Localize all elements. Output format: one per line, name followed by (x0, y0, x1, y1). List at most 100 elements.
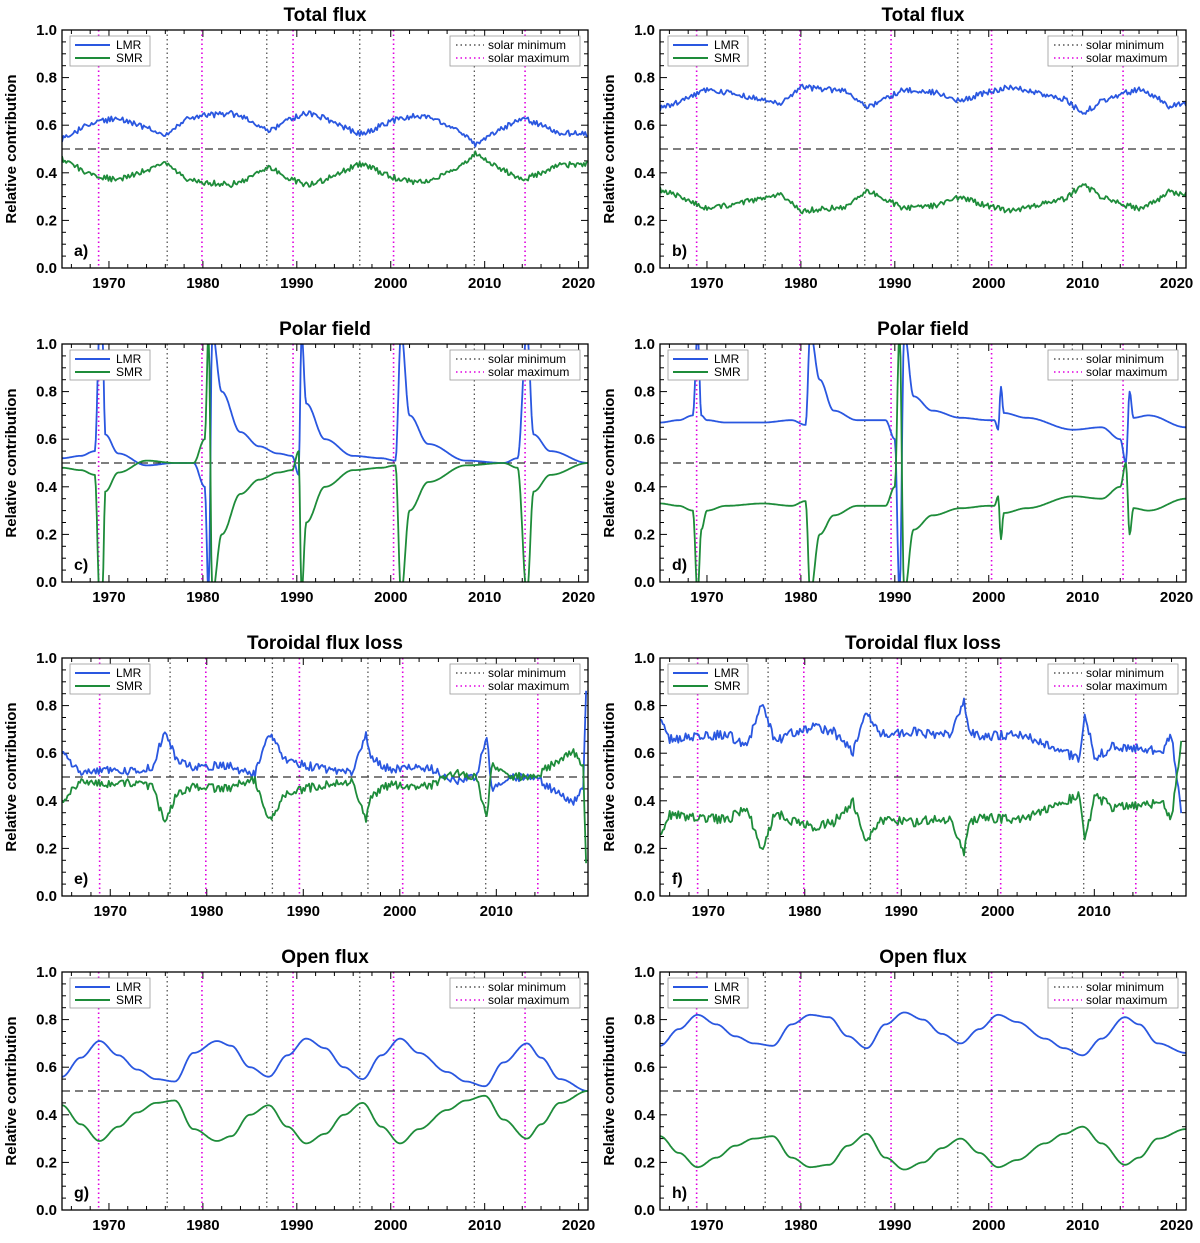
series-line-lmr (660, 344, 1186, 582)
x-tick-label: 2000 (972, 1217, 1005, 1234)
plot-area (660, 344, 1186, 582)
plot-frame (659, 971, 1187, 1211)
x-tick-label: 1990 (287, 903, 320, 920)
x-tick-label: 2000 (972, 275, 1005, 292)
y-tick-label: 0.6 (634, 431, 655, 448)
x-tick-label: 2010 (1066, 589, 1099, 606)
legend-label: SMR (714, 51, 741, 65)
y-tick-label: 0.8 (36, 384, 57, 401)
x-tick-label: 1990 (878, 275, 911, 292)
y-tick-label: 1.0 (634, 336, 655, 353)
legend-label: LMR (714, 666, 740, 680)
x-tick-label: 1990 (280, 589, 313, 606)
chart-title: Polar field (877, 319, 969, 340)
plot-frame (61, 657, 589, 897)
y-tick-label: 0.0 (36, 574, 57, 591)
legend-box (69, 349, 151, 381)
y-tick-label: 0.8 (634, 384, 655, 401)
y-tick-label: 0.8 (634, 1012, 655, 1029)
chart-title: Polar field (279, 319, 371, 340)
y-tick-label: 0.6 (634, 117, 655, 134)
y-axis-label: Relative contribution (3, 74, 20, 223)
legend-box (69, 35, 151, 67)
panel-label: f) (672, 871, 683, 888)
panel-h: Open flux Relative contribution 0.0 0.2 0.4 0… (601, 947, 1193, 1234)
series-line-smr (660, 183, 1186, 215)
plot-frame (61, 343, 589, 583)
y-tick-label: 0.6 (634, 745, 655, 762)
legend-box (667, 977, 749, 1009)
panel-label: c) (74, 557, 88, 574)
series-line-smr (660, 1125, 1186, 1171)
x-tick-label: 2000 (374, 589, 407, 606)
series-line-smr (62, 1090, 588, 1145)
panel-b: Total flux Relative contribution 0.0 0.2 0.4… (601, 5, 1193, 292)
legend-box (1047, 663, 1179, 695)
x-tick-label: 2000 (383, 903, 416, 920)
legend-box (1047, 35, 1179, 67)
y-tick-label: 0.8 (36, 698, 57, 715)
y-tick-label: 0.0 (634, 888, 655, 905)
y-tick-label: 1.0 (634, 22, 655, 39)
y-axis-label: Relative contribution (601, 702, 618, 851)
x-tick-label: 1990 (878, 1217, 911, 1234)
x-tick-label: 1990 (878, 589, 911, 606)
plot-frame (659, 343, 1187, 583)
legend-box (69, 977, 151, 1009)
legend-label: SMR (714, 993, 741, 1007)
series-line-lmr (660, 83, 1186, 115)
x-tick-label: 1980 (190, 903, 223, 920)
y-tick-label: 0.2 (634, 526, 655, 543)
x-tick-label: 1990 (885, 903, 918, 920)
panel-label: a) (74, 243, 88, 260)
x-tick-label: 1980 (788, 903, 821, 920)
legend-label: LMR (116, 980, 142, 994)
series-line-smr (660, 740, 1183, 857)
legend-label: solar minimum (488, 980, 566, 994)
x-tick-label: 1970 (92, 589, 125, 606)
legend-label: SMR (116, 679, 143, 693)
y-tick-label: 0.8 (36, 70, 57, 87)
y-tick-label: 0.2 (36, 526, 57, 543)
x-tick-label: 2020 (562, 1217, 595, 1234)
x-tick-label: 2020 (1160, 1217, 1193, 1234)
panel-d: Polar field Relative contribution 0.0 0.2 0.… (601, 319, 1193, 606)
legend-label: solar maximum (1086, 51, 1167, 65)
x-tick-label: 2020 (562, 275, 595, 292)
legend-label: solar minimum (1086, 38, 1164, 52)
x-tick-label: 2010 (1066, 275, 1099, 292)
legend-box (449, 663, 581, 695)
legend-box (449, 977, 581, 1009)
y-tick-label: 1.0 (634, 650, 655, 667)
y-tick-label: 0.6 (634, 1059, 655, 1076)
x-tick-label: 1980 (186, 275, 219, 292)
y-axis-label: Relative contribution (601, 74, 618, 223)
legend-label: LMR (714, 38, 740, 52)
series-line-lmr (62, 109, 588, 148)
series-line-lmr (62, 1037, 588, 1092)
panel-c: Polar field Relative contribution 0.0 0.2 0.… (3, 319, 595, 606)
legend-label: LMR (116, 352, 142, 366)
series-line-lmr (660, 1011, 1186, 1057)
y-tick-label: 0.8 (634, 70, 655, 87)
x-tick-label: 2010 (1066, 1217, 1099, 1234)
x-tick-label: 2000 (972, 589, 1005, 606)
x-tick-label: 1970 (92, 1217, 125, 1234)
legend-label: solar minimum (1086, 352, 1164, 366)
y-tick-label: 0.4 (634, 1107, 656, 1124)
y-tick-label: 0.0 (634, 260, 655, 277)
y-tick-label: 0.4 (634, 479, 656, 496)
legend-box (667, 349, 749, 381)
plot-area (62, 30, 588, 268)
y-tick-label: 0.6 (36, 117, 57, 134)
legend-label: solar maximum (1086, 993, 1167, 1007)
plot-area (62, 344, 588, 582)
y-tick-label: 1.0 (36, 964, 57, 981)
y-tick-label: 1.0 (36, 22, 57, 39)
x-tick-label: 2000 (374, 275, 407, 292)
series-line-smr (62, 150, 588, 189)
legend-label: solar minimum (488, 352, 566, 366)
panel-label: d) (672, 557, 687, 574)
y-tick-label: 0.4 (36, 793, 58, 810)
